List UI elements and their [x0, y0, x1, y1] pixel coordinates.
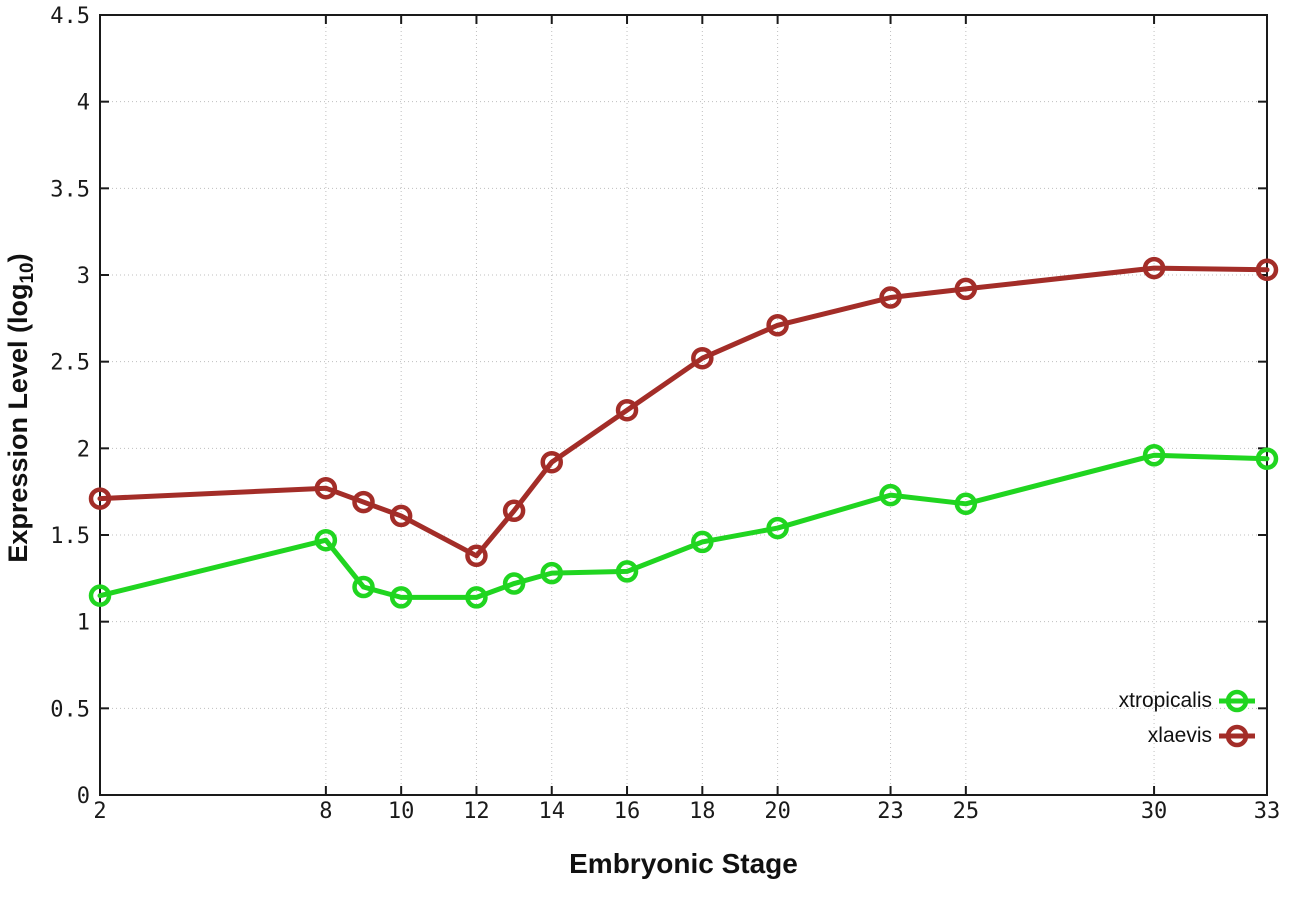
series-xtropicalis-point	[1142, 444, 1166, 467]
y-tick-label: 4.5	[50, 4, 90, 29]
series-xtropicalis-point	[1255, 447, 1279, 470]
y-tick-label: 3	[77, 264, 90, 289]
series-xtropicalis-point	[352, 575, 375, 599]
legend-entry-xtropicalis: xtropicalis	[1119, 688, 1256, 714]
series-xlaevis-point	[1142, 256, 1166, 280]
y-tick-label: 2	[77, 437, 90, 462]
series-xlaevis-point	[88, 487, 112, 510]
x-tick-label: 25	[953, 799, 980, 824]
x-tick-label: 30	[1141, 799, 1168, 824]
series-xtropicalis-point	[88, 584, 112, 607]
series-xlaevis-point	[615, 398, 639, 422]
series-xlaevis-point	[540, 450, 563, 474]
x-tick-label: 12	[463, 799, 490, 824]
x-tick-label: 16	[614, 799, 641, 824]
y-axis-label-main: Expression Level (log	[3, 283, 33, 563]
x-tick-label: 33	[1254, 799, 1281, 824]
series-xlaevis-point	[352, 490, 375, 514]
y-tick-label: 4	[77, 91, 90, 116]
legend-label-xlaevis: xlaevis	[1147, 724, 1212, 747]
y-axis-label-subscript: 10	[17, 262, 38, 284]
series-xlaevis-point	[389, 504, 413, 528]
series-xtropicalis-point	[879, 483, 902, 507]
y-tick-label: 2.5	[50, 351, 90, 376]
x-tick-label: 20	[764, 799, 791, 824]
y-tick-label: 0.5	[50, 697, 90, 722]
series-xlaevis-point	[691, 346, 714, 370]
series-xtropicalis-point	[615, 560, 639, 583]
series-xtropicalis-point	[502, 572, 526, 595]
series-xtropicalis-point	[691, 530, 714, 554]
series-xlaevis-point	[314, 476, 338, 500]
y-axis-label-end: )	[3, 253, 33, 263]
series-xlaevis-point	[766, 314, 789, 337]
series-xlaevis-point	[502, 499, 526, 522]
series-xtropicalis-point	[389, 586, 413, 609]
x-tick-label: 18	[689, 799, 716, 824]
series-xtropicalis-line	[97, 452, 1270, 600]
series-xlaevis-point	[879, 286, 902, 309]
y-axis-label: Expression Level (log10)	[3, 253, 39, 562]
y-tick-label: 0	[77, 784, 90, 809]
x-tick-label: 23	[877, 799, 904, 824]
series-xtropicalis-point	[465, 586, 488, 609]
y-tick-label: 1.5	[50, 524, 90, 549]
series-xtropicalis-point	[540, 561, 563, 585]
series-xlaevis-point	[465, 544, 488, 568]
x-axis-label: Embryonic Stage	[569, 848, 798, 879]
series-xlaevis-point	[954, 277, 978, 301]
x-tick-label: 10	[388, 799, 415, 824]
x-tick-label: 8	[319, 799, 332, 824]
series-xtropicalis-point	[314, 528, 338, 552]
legend-marker-xlaevis-icon	[1219, 724, 1255, 748]
y-tick-label: 1	[77, 611, 90, 636]
x-tick-label: 14	[538, 799, 565, 824]
series-xlaevis-line	[97, 265, 1270, 559]
legend-marker-xtropicalis-icon	[1219, 689, 1255, 713]
y-tick-label: 3.5	[50, 177, 90, 202]
x-tick-label: 2	[93, 799, 106, 824]
series-xlaevis-point	[1255, 258, 1279, 282]
series-xtropicalis-point	[766, 516, 789, 540]
legend-label-xtropicalis: xtropicalis	[1118, 689, 1212, 712]
series-xtropicalis-point	[954, 492, 978, 516]
plot-border	[99, 14, 1268, 796]
legend-entry-xlaevis: xlaevis	[1148, 723, 1256, 749]
